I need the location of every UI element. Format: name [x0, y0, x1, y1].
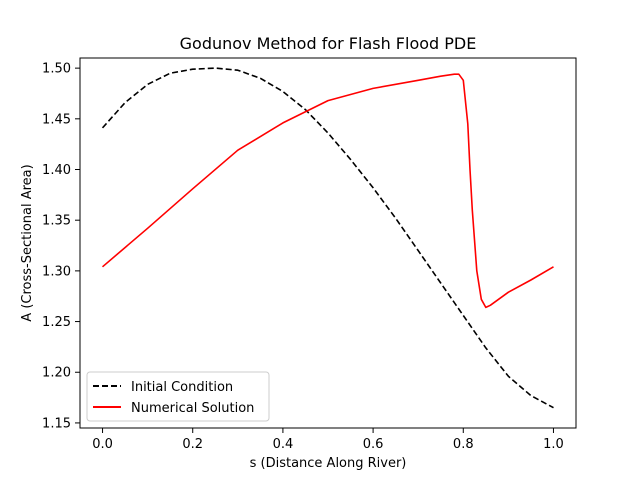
y-tick-label: 1.15: [42, 416, 71, 431]
plot-area: [79, 57, 577, 429]
series-layer: [101, 67, 554, 409]
series-line-initial-condition: [101, 67, 554, 409]
x-tick-label: 0.0: [92, 437, 113, 452]
legend-label-numerical-solution: Numerical Solution: [131, 401, 254, 416]
legend: Initial Condition Numerical Solution: [86, 371, 270, 422]
x-axis: 0.0 0.2 0.4 0.6 0.8 1.0: [92, 428, 564, 452]
series-line-numerical-solution: [101, 73, 554, 309]
legend-box: [86, 371, 270, 422]
x-tick-label: 1.0: [543, 437, 564, 452]
y-tick-label: 1.40: [42, 163, 71, 178]
y-tick-label: 1.20: [42, 366, 71, 381]
y-axis: 1.15 1.20 1.25 1.30 1.35 1.40 1.45 1.50: [42, 62, 80, 431]
axes-frame: [79, 57, 577, 429]
x-tick-label: 0.6: [363, 437, 384, 452]
y-tick-label: 1.30: [42, 264, 71, 279]
x-tick-label: 0.2: [182, 437, 203, 452]
x-tick-label: 0.8: [453, 437, 474, 452]
y-tick-label: 1.45: [42, 112, 71, 127]
y-tick-label: 1.50: [42, 62, 71, 77]
x-tick-label: 0.4: [273, 437, 294, 452]
chart-title: Godunov Method for Flash Flood PDE: [180, 34, 477, 53]
y-tick-label: 1.35: [42, 214, 71, 229]
x-axis-label: s (Distance Along River): [250, 456, 407, 471]
legend-label-initial-condition: Initial Condition: [131, 380, 233, 395]
y-axis-label: A (Cross-Sectional Area): [20, 164, 35, 321]
y-tick-label: 1.25: [42, 315, 71, 330]
